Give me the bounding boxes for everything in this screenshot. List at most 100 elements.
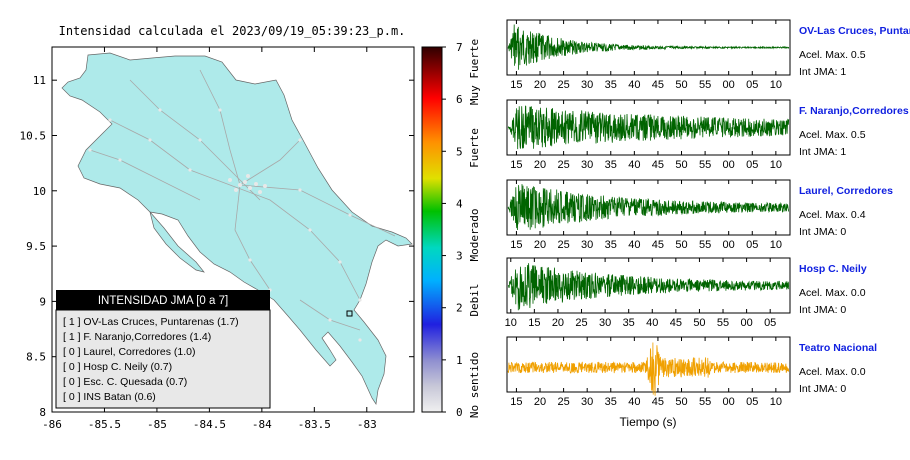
colorbar-tick-label: 7: [456, 41, 463, 54]
map-x-tick-label: -83: [357, 418, 377, 431]
map-x-tick-label: -84: [252, 418, 272, 431]
map-y-tick-label: 9.5: [26, 240, 46, 253]
station-intensity: Int JMA: 1: [799, 146, 846, 158]
station-name: Teatro Nacional: [799, 342, 877, 354]
colorbar-tick-label: 3: [456, 250, 463, 263]
map-axes: -86 -85.5 -85 -84.5 -84 -83.5 -83 11 10.5 10 9.5 9 8…: [20, 47, 414, 431]
colorbar-label: Muy Fuerte: [468, 39, 481, 105]
waveform-x-tick-label: 50: [675, 79, 687, 91]
waveform-x-tick-label: 15: [510, 239, 522, 251]
waveform-panel: 15 20 25 30 35 40 45 50 55 00 05 10 Laurel, Corredor…: [506, 179, 893, 251]
figure-title: Intensidad calculada el 2023/09/19_05:39…: [59, 24, 406, 38]
colorbar-tick-label: 4: [456, 197, 463, 210]
waveform-x-tick-label: 15: [510, 396, 522, 408]
waveform-x-tick-label: 15: [510, 159, 522, 171]
waveform-x-tick-label: 20: [534, 239, 546, 251]
station-name: OV-Las Cruces, Puntarenas: [799, 25, 910, 37]
waveform-x-tick-label: 30: [581, 159, 593, 171]
legend-entry: [ 0 ] Hosp C. Neily (0.7): [63, 361, 172, 373]
station-accel: Acel. Max. 0.5: [799, 49, 866, 61]
waveform-x-tick-label: 40: [628, 159, 640, 171]
waveform-x-tick-label: 55: [699, 79, 711, 91]
waveform-trace: [507, 184, 790, 231]
waveform-x-tick-label: 45: [670, 317, 682, 329]
waveform-x-tick-label: 55: [699, 159, 711, 171]
legend-entry: [ 0 ] INS Batan (0.6): [63, 391, 156, 403]
map-x-tick-label: -86: [42, 418, 62, 431]
waveform-x-tick-label: 05: [746, 239, 758, 251]
station-intensity: Int JMA: 0: [799, 226, 846, 238]
waveform-trace: [507, 263, 790, 311]
waveform-x-tick-label: 20: [552, 317, 564, 329]
waveform-panel: 15 20 25 30 35 40 45 50 55 00 05 10 OV-Las Cruces, P…: [506, 19, 910, 91]
waveform-panel: 15 20 25 30 35 40 45 50 55 00 05 10 Teatro Nacional A…: [506, 336, 877, 408]
waveform-x-tick-label: 45: [652, 239, 664, 251]
waveform-x-tick-label: 05: [746, 159, 758, 171]
waveform-x-tick-label: 15: [528, 317, 540, 329]
station-intensity: Int JMA: 0: [799, 304, 846, 316]
waveform-x-tick-label: 40: [628, 239, 640, 251]
station-accel: Acel. Max. 0.0: [799, 287, 866, 299]
waveform-x-tick-label: 25: [557, 239, 569, 251]
roads: [89, 69, 396, 331]
map-y-tick-label: 10: [33, 185, 46, 198]
colorbar-tick-label: 6: [456, 93, 463, 106]
waveform-x-tick-label: 35: [605, 239, 617, 251]
waveform-x-tick-label: 20: [534, 396, 546, 408]
waveform-x-tick-label: 00: [723, 79, 735, 91]
waveform-x-tick-label: 40: [628, 79, 640, 91]
colorbar-label: Fuerte: [468, 128, 481, 168]
waveform-x-tick-label: 10: [770, 159, 782, 171]
colorbar-label: Debil: [468, 283, 481, 316]
waveform-x-tick-label: 35: [605, 396, 617, 408]
waveform-x-tick-label: 00: [740, 317, 752, 329]
waveform-panel: 15 20 25 30 35 40 45 50 55 00 05 10 F. Naranjo,Corre…: [506, 99, 909, 171]
waveform-x-tick-label: 10: [770, 239, 782, 251]
waveform-trace: [507, 105, 790, 150]
map-x-tick-label: -85.5: [88, 418, 121, 431]
waveform-x-tick-label: 30: [581, 239, 593, 251]
map-panel: -86 -85.5 -85 -84.5 -84 -83.5 -83 11 10.5 10 9.5 9 8…: [20, 46, 415, 431]
colorbar-tick-label: 0: [456, 406, 463, 419]
waveform-x-tick-label: 05: [746, 79, 758, 91]
waveform-x-tick-label: 55: [717, 317, 729, 329]
waveform-x-tick-label: 45: [652, 79, 664, 91]
waveform-x-tick-label: 10: [770, 79, 782, 91]
waveform-x-tick-label: 40: [646, 317, 658, 329]
waveform-x-tick-label: 30: [581, 396, 593, 408]
map-y-tick-label: 11: [33, 74, 46, 87]
waveform-x-tick-label: 00: [723, 239, 735, 251]
waveform-x-tick-label: 20: [534, 159, 546, 171]
station-accel: Acel. Max. 0.0: [799, 366, 866, 378]
intensity-legend: INTENSIDAD JMA [0 a 7] [ 1 ] OV-Las Cruc…: [55, 290, 271, 409]
waveform-x-tick-label: 10: [770, 396, 782, 408]
colorbar-label: No sentido: [468, 352, 481, 418]
station-intensity: Int JMA: 1: [799, 66, 846, 78]
waveform-x-tick-label: 20: [534, 79, 546, 91]
map-y-tick-label: 8.5: [26, 351, 46, 364]
waveform-trace: [507, 342, 790, 396]
waveform-panel: 10 15 20 25 30 35 40 45 50 55 00 05 Hosp C. Neily Ace…: [505, 257, 867, 329]
map-x-tick-label: -83.5: [298, 418, 331, 431]
waveform-x-tick-label: 10: [505, 317, 517, 329]
colorbar-tick-label: 1: [456, 354, 463, 367]
waveform-x-tick-label: 50: [675, 239, 687, 251]
legend-entry: [ 0 ] Esc. C. Quesada (0.7): [63, 376, 187, 388]
station-name: F. Naranjo,Corredores: [799, 105, 909, 117]
waveform-x-tick-label: 35: [605, 159, 617, 171]
colorbar-label: Moderado: [468, 209, 481, 262]
waveform-x-tick-label: 55: [699, 396, 711, 408]
waveform-x-tick-label: 45: [652, 396, 664, 408]
map-x-tick-label: -84.5: [193, 418, 226, 431]
waveform-x-tick-label: 30: [581, 79, 593, 91]
waveform-x-tick-label: 35: [623, 317, 635, 329]
station-accel: Acel. Max. 0.4: [799, 209, 866, 221]
waveform-x-tick-label: 25: [557, 396, 569, 408]
legend-entry: [ 1 ] OV-Las Cruces, Puntarenas (1.7): [63, 316, 239, 328]
station-points: [88, 108, 362, 342]
waveform-x-tick-label: 50: [675, 396, 687, 408]
station-name: Hosp C. Neily: [799, 263, 867, 275]
waveform-x-tick-label: 00: [723, 159, 735, 171]
colorbar: 0 1 2 3 4 5 6 7 No sentido Debil Moderado Fuert…: [421, 39, 481, 419]
